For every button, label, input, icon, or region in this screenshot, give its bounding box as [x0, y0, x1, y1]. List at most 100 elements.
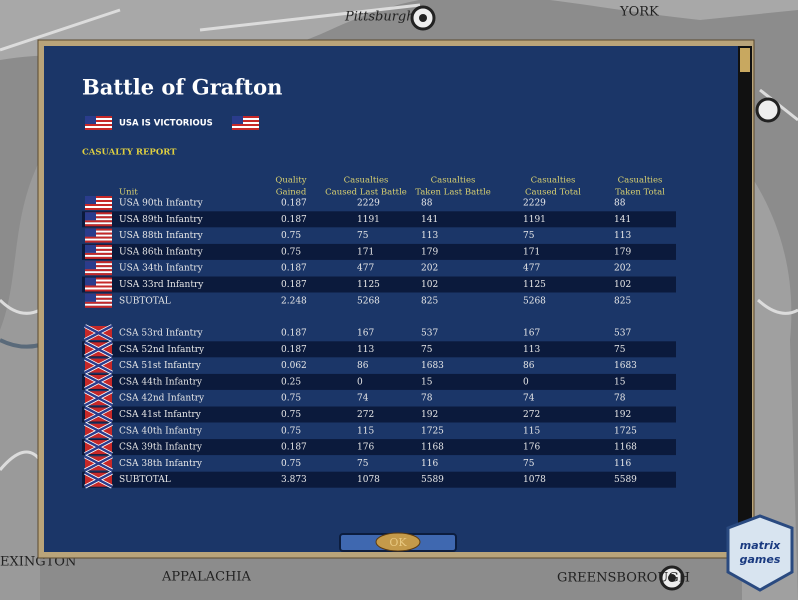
table-cell: 102	[614, 280, 631, 290]
table-cell: 1725	[614, 426, 637, 436]
flag-stripe	[85, 222, 112, 225]
table-cell: 102	[421, 280, 438, 290]
logo-text: matrix	[740, 539, 781, 552]
flag-stripe	[85, 299, 112, 302]
table-cell: 1683	[421, 361, 444, 371]
csa-flag	[84, 340, 113, 359]
flag-canton	[85, 228, 96, 237]
table-cell: 0.187	[281, 345, 307, 355]
table-cell: 0	[523, 377, 529, 387]
map-label: GREENSBOROUGH	[557, 571, 690, 586]
battle-result: USA IS VICTORIOUS	[119, 119, 213, 129]
table-cell: 0.187	[281, 443, 307, 453]
flag-stripe	[85, 126, 112, 128]
ok-button-knob[interactable]	[375, 532, 421, 552]
table-cell: 825	[421, 296, 438, 306]
table-cell: 477	[357, 264, 374, 274]
table-cell: 75	[357, 231, 369, 241]
table-cell: 176	[357, 443, 374, 453]
road	[0, 3, 798, 471]
table-cell: 88	[421, 199, 433, 209]
table-cell: 171	[357, 247, 374, 257]
table-cell: 0.187	[281, 215, 307, 225]
csa-flag	[84, 373, 113, 391]
flag-stripe	[85, 200, 112, 202]
table-cell: 15	[614, 377, 626, 387]
flag-stripe	[85, 295, 112, 298]
flag-canton	[85, 244, 96, 253]
flag-stripe	[85, 238, 112, 241]
table-cell: 176	[523, 443, 540, 453]
table-cell: CSA 51st Infantry	[119, 361, 202, 371]
table-cell: 141	[614, 215, 631, 225]
table-cell: CSA 52nd Infantry	[119, 345, 205, 355]
table-cell: 537	[614, 329, 631, 339]
flag-stripe	[85, 118, 112, 120]
flag-stripe	[85, 208, 112, 210]
flag-stripe	[85, 120, 112, 122]
table-cell: CSA 41st Infantry	[119, 410, 202, 420]
table-cell: USA 86th Infantry	[119, 247, 204, 257]
flag-stripe	[85, 281, 112, 284]
flag-stripe	[85, 122, 112, 124]
flag-stripe	[85, 196, 112, 198]
usa-flag	[85, 244, 112, 259]
map-region	[0, 160, 40, 600]
table-cell: 1191	[357, 215, 380, 225]
table-cell: 75	[357, 459, 369, 469]
flag-stripe	[85, 301, 112, 304]
flag-cross	[84, 406, 113, 423]
row-band	[82, 211, 676, 228]
row-band	[82, 471, 676, 488]
table-cell: CSA 44th Infantry	[119, 377, 203, 387]
table-cell: 115	[523, 426, 540, 436]
flag-stripe	[85, 218, 112, 221]
flag-canton	[85, 277, 96, 286]
table-cell: 75	[523, 459, 535, 469]
table-cell: 192	[614, 410, 631, 420]
csa-flag	[84, 389, 113, 407]
table-cell: 78	[614, 394, 626, 404]
table-cell: 1683	[614, 361, 637, 371]
table-cell: 1078	[523, 475, 546, 485]
table-cell: USA 90th Infantry	[119, 199, 204, 209]
flag-stripe	[85, 232, 112, 235]
scrollbar[interactable]	[738, 46, 752, 552]
row-band	[82, 373, 676, 390]
table-cell: 113	[421, 231, 438, 241]
flag-stripe	[85, 212, 112, 215]
column-header: Casualties	[531, 176, 576, 186]
flag-stripe	[85, 265, 112, 268]
map-label: YORK	[619, 5, 659, 20]
flag-stripe	[85, 267, 112, 270]
table-cell: 113	[614, 231, 631, 241]
table-cell: 74	[523, 394, 535, 404]
flag-stripe	[85, 297, 112, 300]
csa-flag	[84, 454, 113, 473]
city-icon	[668, 574, 676, 582]
table-cell: 0.75	[281, 410, 301, 420]
flag-stripe	[85, 305, 112, 308]
table-cell: USA 33rd Infantry	[119, 280, 204, 290]
table-cell: 1168	[614, 443, 637, 453]
flag-stripe	[85, 287, 112, 290]
city-icon	[419, 14, 427, 22]
table-cell: 0.75	[281, 231, 301, 241]
table-cell: 1078	[357, 475, 380, 485]
usa-flag	[85, 116, 112, 130]
table-cell: 0.187	[281, 199, 307, 209]
table-cell: 0.75	[281, 247, 301, 257]
flag-stripe	[85, 206, 112, 208]
flag-stripe	[85, 204, 112, 206]
table-cell: 88	[614, 199, 626, 209]
flag-cross	[84, 324, 113, 342]
row-band	[82, 276, 676, 293]
table-cell: 272	[523, 410, 540, 420]
scroll-thumb[interactable]	[740, 48, 750, 72]
table-cell: 1168	[421, 443, 444, 453]
csa-flag	[84, 470, 113, 489]
flag-stripe	[85, 256, 112, 259]
ok-button-label[interactable]: OK	[389, 536, 407, 549]
table-cell: 167	[523, 329, 540, 339]
flag-canton	[85, 212, 96, 221]
